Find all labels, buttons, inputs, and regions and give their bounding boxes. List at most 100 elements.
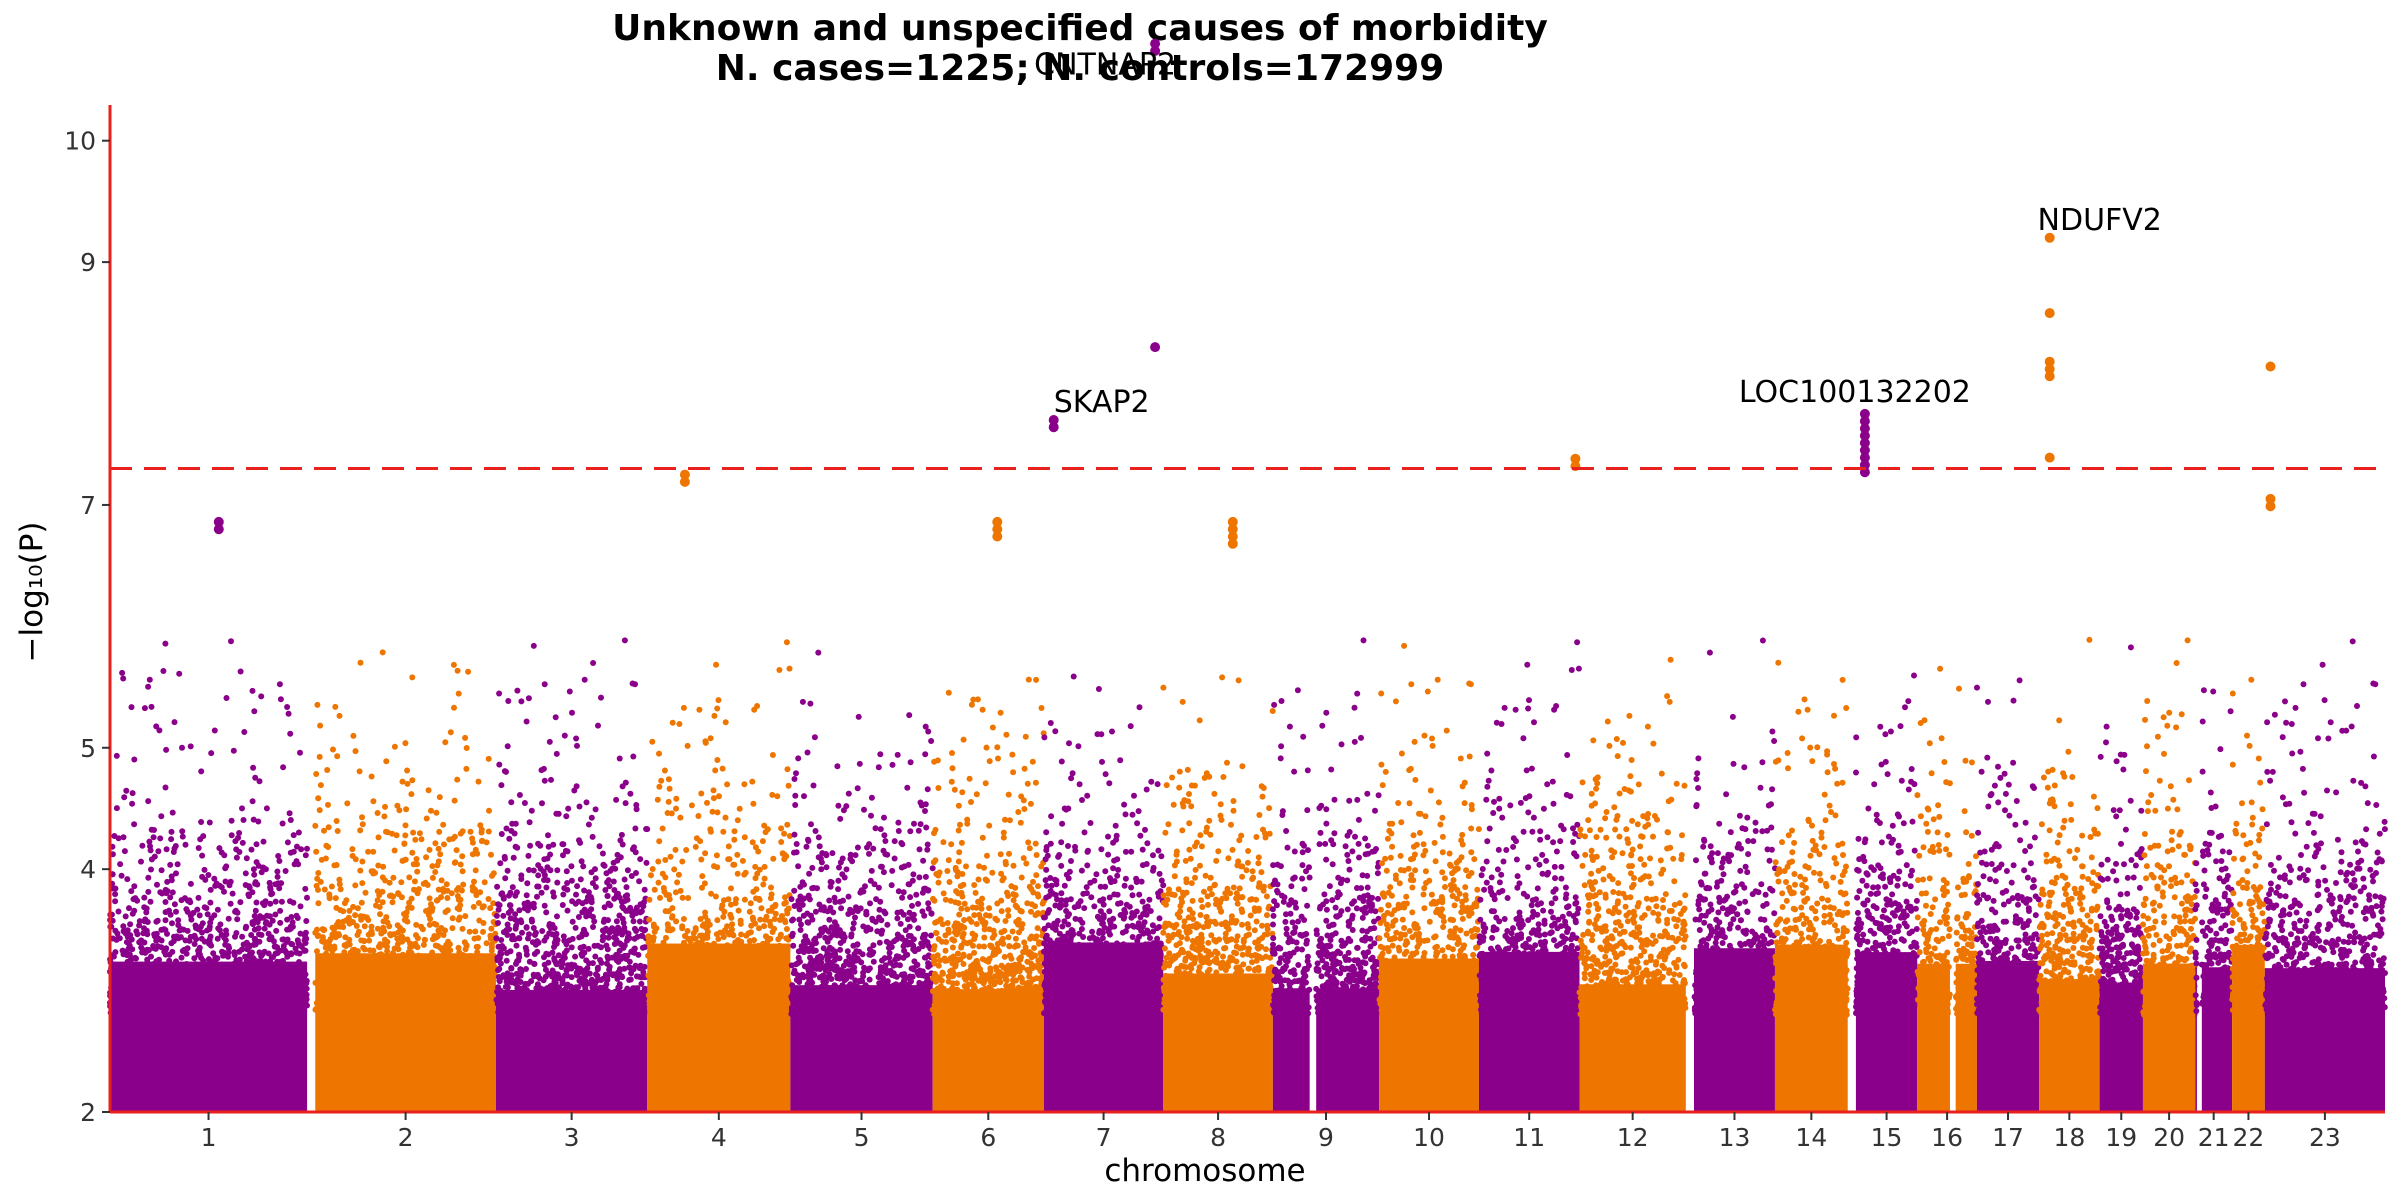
data-point [604,988,611,995]
data-point [112,891,119,898]
data-point [708,890,715,897]
data-point [737,978,744,985]
data-point [519,929,525,936]
data-point [496,954,503,961]
data-point [714,705,721,712]
data-point [497,860,504,867]
data-point [234,916,241,923]
data-point [145,798,152,805]
data-point [561,972,568,979]
data-point [922,751,929,758]
data-point [151,933,158,940]
data-point [228,832,235,839]
data-point [895,888,902,895]
data-point [275,988,282,995]
data-point [225,949,232,956]
data-point [289,919,296,926]
data-point [162,784,169,791]
data-point [883,938,890,945]
data-point [462,913,469,920]
data-point [153,1009,160,1016]
data-point [290,899,297,906]
data-point [259,951,266,958]
data-point [535,993,542,1000]
data-point [288,914,295,920]
data-point [361,937,368,944]
data-point [297,903,304,910]
data-point [118,872,125,879]
data-point [505,909,512,916]
data-point [756,897,763,903]
data-point [485,755,492,762]
data-point [268,1010,275,1017]
data-point [734,851,741,858]
data-point [301,947,308,954]
data-point [604,953,611,960]
data-point [713,852,720,859]
data-point [173,963,180,970]
data-point [531,960,538,967]
data-point [632,849,639,856]
data-point [677,814,684,821]
data-point [781,900,788,907]
data-point [463,765,470,772]
data-point [534,893,540,900]
data-point [129,910,136,917]
data-point [442,909,449,915]
data-point [686,1011,693,1018]
data-point [786,665,793,672]
data-point [279,820,286,827]
data-point [693,954,700,961]
data-point [374,888,381,895]
data-point [140,987,147,994]
data-point [538,889,545,896]
data-point [674,996,681,1003]
data-point [877,751,884,758]
data-point [651,886,658,893]
data-point [324,767,331,773]
data-point [247,993,254,1000]
data-point [422,879,429,886]
data-point [449,915,456,922]
data-point [168,877,175,884]
data-point [777,933,784,940]
data-point [144,993,151,1000]
data-point [589,960,596,967]
data-point [429,949,436,956]
data-point [523,718,530,725]
data-point [278,898,285,905]
data-point [805,919,812,926]
data-point [641,1005,648,1012]
data-point [731,836,738,843]
data-point [395,890,402,897]
data-point [193,925,199,931]
data-point [148,866,154,873]
data-point [437,851,444,858]
data-point [762,829,769,836]
data-point [170,984,177,991]
data-point [619,841,626,848]
data-point [196,912,203,919]
data-point [336,876,343,883]
data-point [196,944,203,951]
data-point [181,946,188,953]
data-point [568,996,575,1003]
data-point [130,998,137,1005]
data-point [713,661,720,668]
data-point [365,1010,372,1017]
data-point [166,957,173,964]
data-point [194,906,201,913]
data-point [544,877,551,884]
data-point [616,947,623,954]
data-point [681,939,687,946]
data-point [741,896,748,903]
data-point [539,800,545,807]
data-point [388,999,395,1006]
data-point [596,843,603,850]
data-point [474,949,481,956]
data-point [677,887,684,894]
data-point [885,989,892,996]
data-point [889,867,896,874]
data-point [455,960,462,967]
data-point [569,709,575,716]
